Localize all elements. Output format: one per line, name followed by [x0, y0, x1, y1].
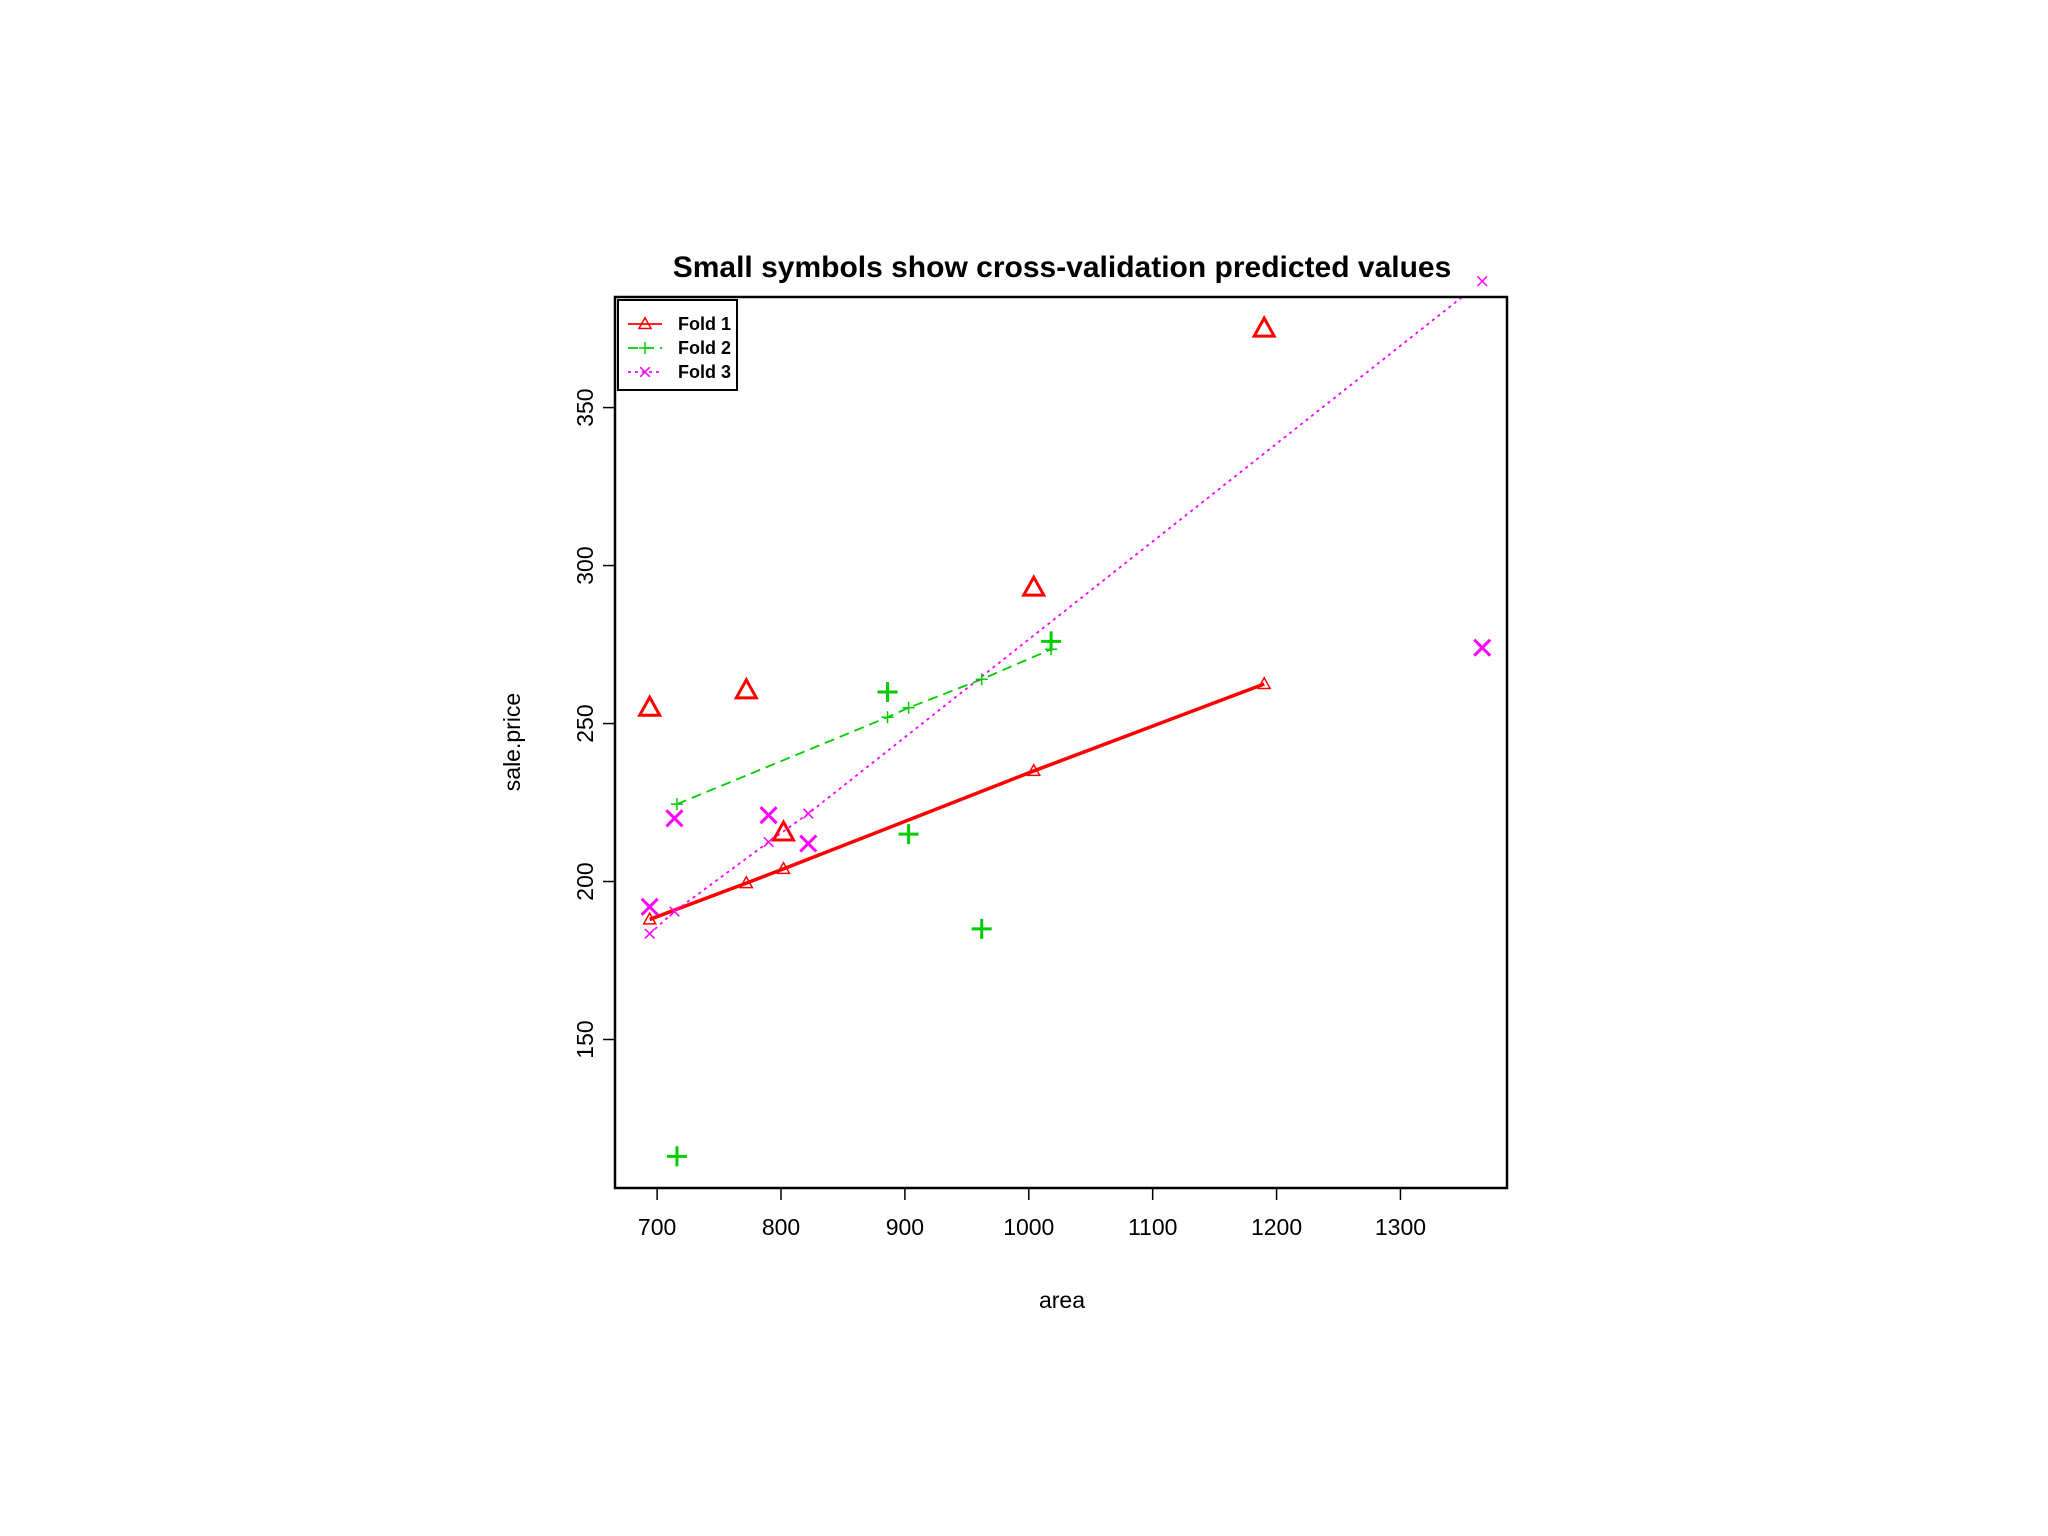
- predicted-point-fold-2: [881, 711, 894, 724]
- x-tick-label: 700: [638, 1214, 676, 1240]
- predicted-point-fold-2: [975, 673, 988, 686]
- fit-line-fold-1: [649, 682, 1265, 922]
- legend-label-fold-2: Fold 2: [678, 338, 731, 358]
- legend-marker-fold-2: [639, 342, 651, 354]
- fit-line-fold-3: [649, 297, 1464, 935]
- observed-point-fold-2: [1041, 631, 1062, 652]
- y-tick-label: 150: [572, 1020, 598, 1058]
- observed-point-fold-3: [665, 809, 684, 828]
- observed-point-fold-3: [759, 806, 778, 825]
- predicted-point-fold-3: [644, 928, 656, 939]
- predicted-point-fold-3: [763, 836, 774, 848]
- predicted-point-fold-3: [669, 906, 680, 917]
- observed-point-fold-2: [898, 824, 919, 845]
- legend: Fold 1 Fold 2 Fold 3: [617, 299, 738, 391]
- observed-point-fold-3: [1473, 638, 1492, 657]
- predicted-point-fold-2: [670, 798, 683, 811]
- observed-point-fold-1: [770, 818, 797, 842]
- predicted-point-fold-1: [739, 875, 754, 889]
- y-tick-label: 200: [572, 862, 598, 900]
- x-tick-label: 900: [886, 1214, 924, 1240]
- observed-point-fold-1: [733, 676, 759, 700]
- observed-point-fold-2: [877, 681, 898, 702]
- x-tick-label: 1200: [1251, 1214, 1302, 1240]
- y-tick-label: 350: [572, 388, 598, 426]
- y-axis-label: sale.price: [499, 693, 525, 791]
- observed-point-fold-1: [1021, 574, 1047, 597]
- chart-title: Small symbols show cross-validation pred…: [673, 251, 1452, 284]
- predicted-point-fold-1: [1256, 676, 1272, 690]
- predicted-point-fold-1: [642, 911, 657, 925]
- x-axis-label: area: [1039, 1287, 1085, 1313]
- fit-line-fold-2: [676, 648, 1052, 805]
- observed-point-fold-3: [640, 897, 659, 916]
- observed-point-fold-1: [1251, 315, 1277, 338]
- legend-marker-fold-3: [639, 366, 651, 378]
- x-tick-label: 1000: [1003, 1214, 1054, 1240]
- legend-marker-fold-1: [637, 316, 653, 330]
- predicted-point-fold-3: [802, 808, 814, 819]
- predicted-point-fold-2: [902, 701, 915, 714]
- observed-point-fold-1: [637, 694, 663, 717]
- legend-label-fold-3: Fold 3: [678, 362, 731, 382]
- legend-label-fold-1: Fold 1: [678, 314, 731, 334]
- predicted-point-fold-3: [1476, 275, 1488, 287]
- data-points: [637, 275, 1492, 1167]
- y-tick-label: 250: [572, 704, 598, 742]
- x-axis: 700 800 900 1000 1100 1200 1300: [638, 1187, 1426, 1240]
- observed-point-fold-2: [666, 1146, 687, 1167]
- predicted-point-fold-1: [1026, 763, 1042, 777]
- fit-lines: [649, 297, 1464, 935]
- x-tick-label: 800: [762, 1214, 800, 1240]
- observed-point-fold-3: [799, 834, 818, 853]
- x-tick-label: 1300: [1375, 1214, 1426, 1240]
- legend-box: [617, 299, 738, 391]
- y-tick-label: 300: [572, 546, 598, 584]
- plot-frame: [613, 295, 1509, 1190]
- x-tick-label: 1100: [1128, 1214, 1177, 1240]
- predicted-point-fold-1: [776, 861, 791, 875]
- observed-point-fold-2: [971, 918, 992, 939]
